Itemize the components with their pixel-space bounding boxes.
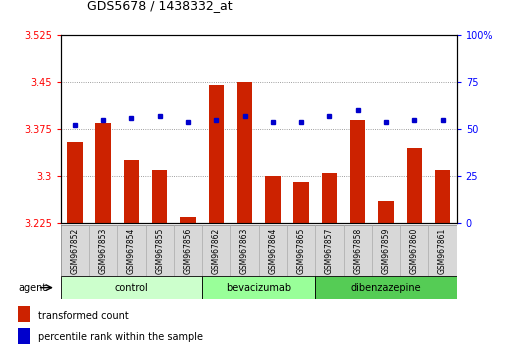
Bar [18, 328, 31, 344]
Text: GSM967857: GSM967857 [325, 227, 334, 274]
Text: agent: agent [18, 282, 46, 293]
Text: control: control [115, 282, 148, 293]
Bar [407, 148, 422, 223]
Text: GSM967862: GSM967862 [212, 227, 221, 274]
Bar [67, 142, 83, 223]
Bar [18, 306, 31, 322]
Bar [344, 225, 372, 276]
Text: percentile rank within the sample: percentile rank within the sample [39, 332, 203, 342]
Bar [400, 225, 428, 276]
Bar [315, 276, 457, 299]
Bar [287, 225, 315, 276]
Bar [89, 225, 117, 276]
Text: GSM967859: GSM967859 [382, 227, 391, 274]
Bar [259, 225, 287, 276]
Text: bevacizumab: bevacizumab [226, 282, 291, 293]
Bar [294, 182, 309, 223]
Text: GSM967854: GSM967854 [127, 227, 136, 274]
Bar [322, 173, 337, 223]
Text: GSM967860: GSM967860 [410, 227, 419, 274]
Bar [265, 176, 281, 223]
Text: dibenzazepine: dibenzazepine [351, 282, 421, 293]
Text: GSM967852: GSM967852 [70, 227, 79, 274]
Bar [209, 85, 224, 223]
Bar [61, 276, 202, 299]
Text: GSM967856: GSM967856 [184, 227, 193, 274]
Bar [378, 201, 394, 223]
Text: GSM967865: GSM967865 [297, 227, 306, 274]
Bar [428, 225, 457, 276]
Bar [202, 225, 230, 276]
Text: GSM967853: GSM967853 [99, 227, 108, 274]
Bar [146, 225, 174, 276]
Bar [315, 225, 344, 276]
Bar [350, 120, 365, 223]
Bar [180, 217, 196, 223]
Text: GSM967858: GSM967858 [353, 227, 362, 274]
Text: GSM967861: GSM967861 [438, 227, 447, 274]
Text: GSM967855: GSM967855 [155, 227, 164, 274]
Bar [61, 225, 89, 276]
Bar [372, 225, 400, 276]
Bar [435, 170, 450, 223]
Text: transformed count: transformed count [39, 310, 129, 321]
Text: GSM967863: GSM967863 [240, 227, 249, 274]
Bar [202, 276, 315, 299]
Bar [237, 82, 252, 223]
Bar [230, 225, 259, 276]
Bar [152, 170, 167, 223]
Bar [96, 123, 111, 223]
Text: GDS5678 / 1438332_at: GDS5678 / 1438332_at [87, 0, 233, 12]
Bar [117, 225, 146, 276]
Text: GSM967864: GSM967864 [268, 227, 277, 274]
Bar [124, 160, 139, 223]
Bar [174, 225, 202, 276]
